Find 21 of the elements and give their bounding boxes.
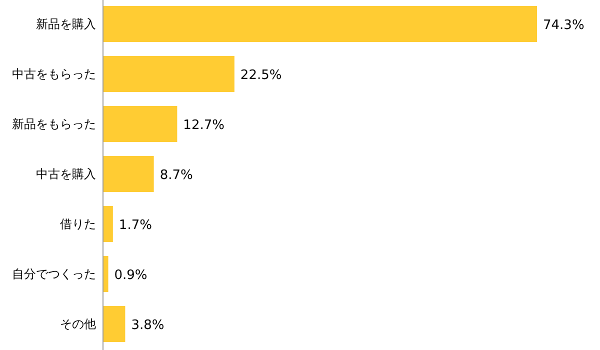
- y-tick-label: その他: [60, 317, 96, 331]
- bar: [103, 6, 537, 42]
- bar: [103, 156, 154, 192]
- y-tick-label: 借りた: [60, 217, 96, 231]
- bar: [103, 256, 108, 292]
- data-label: 22.5%: [240, 68, 282, 83]
- bar: [103, 106, 178, 142]
- data-label: 12.7%: [183, 118, 224, 133]
- data-label: 3.8%: [131, 318, 164, 333]
- data-label: 74.3%: [543, 18, 584, 33]
- data-label: 1.7%: [118, 218, 152, 233]
- data-label: 8.7%: [160, 168, 193, 183]
- data-label: 0.9%: [114, 268, 148, 283]
- y-tick-label: 新品をもらった: [12, 117, 96, 131]
- bar: [103, 306, 126, 342]
- y-tick-label: 中古を購入: [36, 167, 96, 181]
- bar: [103, 56, 234, 92]
- y-tick-label: 新品を購入: [36, 17, 96, 31]
- y-tick-label: 自分でつくった: [12, 267, 96, 281]
- bar: [103, 206, 113, 242]
- y-tick-label: 中古をもらった: [12, 67, 96, 81]
